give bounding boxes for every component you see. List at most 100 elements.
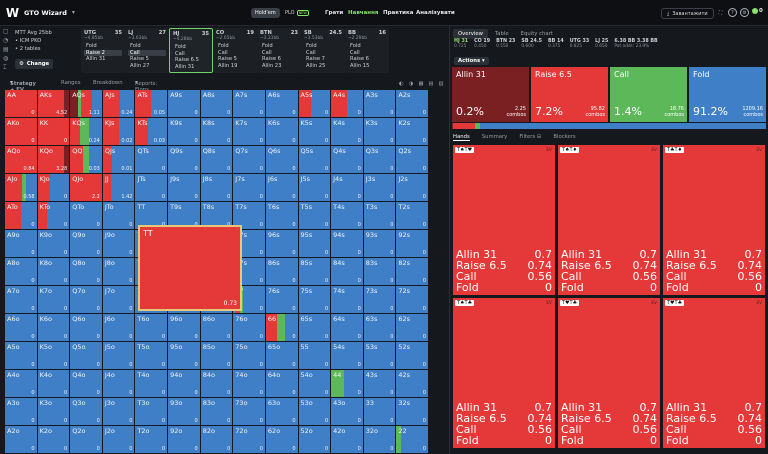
hand-cell-75s[interactable]: 75s 0 — [298, 286, 332, 314]
hand-cell-q9o[interactable]: Q9o 0 — [70, 230, 103, 258]
hand-cell-k3s[interactable]: K3s 0 — [363, 118, 397, 146]
hand-cell-92s[interactable]: 92s 0 — [396, 230, 429, 258]
hand-cell-33[interactable]: 33 0 — [363, 398, 397, 426]
actions-dropdown[interactable]: Actions ▾ — [454, 57, 489, 65]
hand-cell-k9s[interactable]: K9s 0 — [168, 118, 201, 146]
hand-cell-jts[interactable]: JTs 0 — [135, 174, 169, 202]
hand-cell-64s[interactable]: 64s 0 — [331, 314, 364, 342]
hand-cell-j6o[interactable]: J6o 0 — [102, 314, 136, 342]
hand-cell-82s[interactable]: 82s 0 — [396, 258, 429, 286]
hand-cell-22[interactable]: 22 0 — [396, 426, 429, 454]
hand-cell-84o[interactable]: 84o 0 — [200, 370, 234, 398]
hand-cell-j2o[interactable]: J2o 0 — [102, 426, 136, 454]
hand-cell-t3o[interactable]: T3o 0 — [135, 398, 169, 426]
position-action[interactable]: Allin 27 — [130, 62, 150, 69]
position-co[interactable]: CO 19 ~2.65bb Fold Call Raise 5 Allin 19 — [213, 28, 257, 73]
position-action[interactable]: Fold — [175, 44, 186, 50]
hand-cell-aks[interactable]: AKs 4.52 — [37, 90, 71, 118]
position-action[interactable]: Allin 15 — [350, 62, 370, 69]
hand-cell-42o[interactable]: 42o 0 — [331, 426, 364, 454]
hand-cell-j8s[interactable]: J8s 0 — [200, 174, 234, 202]
hand-cell-jj[interactable]: JJ 1.42 — [102, 174, 136, 202]
hand-cell-65s[interactable]: 65s 0 — [298, 314, 332, 342]
position-lj[interactable]: LJ 27 ~3.63bb Fold Call Raise 5 Allin 27 — [125, 28, 169, 73]
table-view-icon[interactable]: ▤ — [428, 81, 434, 87]
hand-cell-64o[interactable]: 64o 0 — [265, 370, 299, 398]
hand-cell-q7s[interactable]: Q7s 0 — [233, 146, 266, 174]
hand-cell-85o[interactable]: 85o 0 — [200, 342, 234, 370]
hand-combo-panel[interactable]: T♠T♣ EV Allin 31 0.7 Raise 6.5 0.74 Call 0.56 Fo… — [452, 297, 556, 449]
tab-blockers[interactable]: Blockers — [553, 134, 576, 140]
hand-cell-j9o[interactable]: J9o 0 — [102, 230, 136, 258]
hand-cell-t2o[interactable]: T2o 0 — [135, 426, 169, 454]
position-action[interactable]: Fold — [218, 43, 229, 49]
position-bb[interactable]: BB 16 ~2.29bb Fold Call Raise 6 Allin 15 — [345, 28, 389, 73]
hand-cell-j7o[interactable]: J7o 0 — [102, 286, 136, 314]
hand-cell-72o[interactable]: 72o 0 — [233, 426, 266, 454]
hand-cell-q9s[interactable]: Q9s 0 — [168, 146, 201, 174]
holdem-toggle[interactable]: Hold'em — [251, 8, 280, 18]
hand-cell-66[interactable]: 66 0 — [265, 314, 299, 342]
action-card-allin[interactable]: Allin 31 0.2% 2.25 combos — [452, 67, 529, 122]
hand-cell-a2s[interactable]: A2s 0 — [396, 90, 429, 118]
hand-cell-kjs[interactable]: KJs 0.02 — [102, 118, 136, 146]
list-view-icon[interactable]: ▥ — [438, 81, 444, 87]
hand-cell-q5s[interactable]: Q5s 0 — [298, 146, 332, 174]
hand-cell-82o[interactable]: 82o 0 — [200, 426, 234, 454]
hand-cell-86s[interactable]: 86s 0 — [265, 258, 299, 286]
position-action[interactable]: Call — [262, 49, 272, 56]
hand-cell-44[interactable]: 44 0 — [331, 370, 364, 398]
hand-cell-ats[interactable]: ATs 0.05 — [135, 90, 169, 118]
position-action[interactable]: Raise 5 — [130, 56, 149, 62]
position-action[interactable]: Fold — [306, 43, 317, 49]
hand-cell-74o[interactable]: 74o 0 — [233, 370, 266, 398]
position-action[interactable]: Allin 31 — [175, 63, 195, 70]
hand-cell-63o[interactable]: 63o 0 — [265, 398, 299, 426]
hand-cell-k6s[interactable]: K6s 0 — [265, 118, 299, 146]
hand-cell-a7o[interactable]: A7o 0 — [5, 286, 38, 314]
position-action[interactable]: Raise 6.5 — [175, 57, 199, 63]
strategy-dropdown[interactable]: Strategy + EV ▾ — [10, 80, 36, 93]
position-action[interactable]: Allin 25 — [306, 62, 326, 69]
hand-cell-72s[interactable]: 72s 0 — [396, 286, 429, 314]
hand-combo-panel[interactable]: T♥T♣ EV Allin 31 0.7 Raise 6.5 0.74 Call 0.56 Fo… — [557, 297, 661, 449]
tab-table[interactable]: Table — [494, 31, 509, 37]
breakdown-tab[interactable]: Breakdown — [93, 80, 123, 86]
position-action[interactable]: Call — [175, 50, 185, 57]
hand-cell-96s[interactable]: 96s 0 — [265, 230, 299, 258]
position-utg[interactable]: UTG 35 ~4.85bb Fold Raise 2 Allin 31 — [81, 28, 125, 73]
hand-cell-k5s[interactable]: K5s 0 — [298, 118, 332, 146]
hand-cell-52o[interactable]: 52o 0 — [298, 426, 332, 454]
hand-cell-52s[interactable]: 52s 0 — [396, 342, 429, 370]
hand-cell-qq[interactable]: QQ 0.03 — [70, 146, 103, 174]
hand-cell-q2o[interactable]: Q2o 0 — [70, 426, 103, 454]
hand-cell-a9s[interactable]: A9s 0 — [168, 90, 201, 118]
position-action[interactable]: Raise 5 — [218, 56, 237, 62]
hand-cell-a6s[interactable]: A6s 0 — [265, 90, 299, 118]
hand-cell-62o[interactable]: 62o 0 — [265, 426, 299, 454]
action-card-call[interactable]: Call 1.4% 18.76 combos — [610, 67, 687, 122]
tab-equity-chart[interactable]: Equity chart — [520, 31, 553, 37]
position-action[interactable]: Call — [218, 49, 228, 56]
hand-cell-q6s[interactable]: Q6s 0 — [265, 146, 299, 174]
hand-cell-kjo[interactable]: KJo 0 — [37, 174, 71, 202]
hand-cell-a5o[interactable]: A5o 0 — [5, 342, 38, 370]
hand-cell-j7s[interactable]: J7s 0 — [233, 174, 266, 202]
position-btn[interactable]: BTN 23 ~3.23bb Fold Call Raise 6 Allin 23 — [257, 28, 301, 73]
focused-hand-tt[interactable]: TT 0.73 — [138, 225, 242, 311]
hand-cell-ako[interactable]: AKo 0 — [5, 118, 38, 146]
hand-cell-j5o[interactable]: J5o 0 — [102, 342, 136, 370]
hand-cell-q4o[interactable]: Q4o 0 — [70, 370, 103, 398]
brand[interactable]: W GTO Wizard ▾ — [6, 6, 75, 20]
hand-cell-k9o[interactable]: K9o 0 — [37, 230, 71, 258]
hand-cell-jto[interactable]: JTo 0 — [102, 202, 136, 230]
nav-practice[interactable]: Практика — [383, 10, 414, 16]
position-action[interactable]: Fold — [350, 43, 361, 49]
hand-cell-aqo[interactable]: AQo 0.84 — [5, 146, 38, 174]
hand-cell-a9o[interactable]: A9o 0 — [5, 230, 38, 258]
hand-cell-aa[interactable]: AA 0 — [5, 90, 38, 118]
hand-cell-76s[interactable]: 76s 0 — [265, 286, 299, 314]
hand-cell-q3o[interactable]: Q3o 0 — [70, 398, 103, 426]
hand-cell-54s[interactable]: 54s 0 — [331, 342, 364, 370]
hand-cell-t5o[interactable]: T5o 0 — [135, 342, 169, 370]
